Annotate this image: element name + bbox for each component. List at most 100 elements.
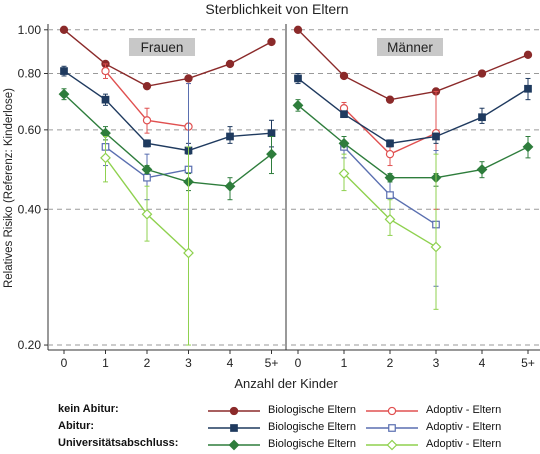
legend-row-universitaet: Universitätsabschluss: Biologische Elter… bbox=[0, 436, 540, 454]
data-point bbox=[267, 129, 276, 137]
data-point bbox=[477, 69, 487, 78]
data-point bbox=[141, 164, 153, 175]
series-uni-adopt bbox=[338, 153, 442, 310]
legend-group-label: Abitur: bbox=[58, 420, 95, 432]
series-kein-bio bbox=[59, 25, 276, 91]
legend-swatch bbox=[366, 406, 418, 416]
data-point bbox=[294, 74, 302, 83]
series-line bbox=[63, 70, 272, 152]
legend-row-abitur: Abitur: Biologische Eltern Adoptiv - Elt… bbox=[0, 419, 540, 437]
series-line bbox=[63, 29, 272, 87]
legend-item-biological: Biologische Eltern bbox=[206, 436, 376, 454]
data-point bbox=[230, 424, 238, 432]
legend-item-biological: Biologische Eltern bbox=[206, 402, 376, 420]
data-point bbox=[141, 208, 153, 220]
legend-swatch bbox=[208, 439, 260, 451]
y-tick-label: 0.60 bbox=[18, 123, 42, 137]
data-point bbox=[58, 88, 70, 100]
data-point bbox=[142, 81, 152, 91]
data-point bbox=[183, 247, 194, 259]
legend-swatch bbox=[208, 424, 260, 432]
data-point bbox=[523, 50, 533, 60]
data-point bbox=[101, 66, 110, 76]
data-point bbox=[293, 25, 303, 34]
y-axis-label: Relatives Risiko (Referenz: Kinderlose) bbox=[3, 88, 15, 288]
data-point bbox=[386, 191, 394, 199]
data-point bbox=[478, 113, 486, 122]
x-tick-label: 3 bbox=[433, 356, 440, 370]
series-line bbox=[63, 93, 272, 187]
legend-item-label: Biologische Eltern bbox=[268, 421, 357, 433]
legend-item-biological: Biologische Eltern bbox=[206, 419, 376, 437]
x-tick-label: 1 bbox=[341, 356, 348, 370]
legend-swatch bbox=[366, 424, 418, 432]
panel-label: Frauen bbox=[141, 40, 184, 55]
data-point bbox=[385, 149, 395, 159]
legend-swatch bbox=[366, 439, 418, 451]
data-point bbox=[385, 95, 395, 104]
y-tick-label: 0.80 bbox=[18, 66, 42, 80]
series-abitur-bio bbox=[294, 72, 532, 148]
data-point bbox=[432, 132, 440, 141]
data-point bbox=[228, 439, 240, 451]
data-point bbox=[224, 180, 236, 192]
series-uni-adopt bbox=[100, 135, 194, 346]
legend-group-label: Universitätsabschluss: bbox=[58, 437, 179, 449]
panel-frauen: 0 1 2 3 4 5+ Frauen bbox=[58, 25, 279, 370]
data-point bbox=[226, 132, 234, 141]
legend-swatch bbox=[208, 406, 260, 416]
legend-item-label: Adoptiv - Eltern bbox=[426, 421, 502, 433]
x-tick-label: 2 bbox=[387, 356, 394, 370]
panel-label-box bbox=[129, 38, 195, 56]
panel-label: Männer bbox=[387, 40, 433, 55]
panel-maenner: 0 1 2 3 4 5+ Männer bbox=[292, 25, 535, 370]
legend-item-label: Adoptiv - Eltern bbox=[426, 404, 502, 416]
data-point bbox=[267, 37, 276, 47]
series-kein-bio bbox=[293, 25, 533, 104]
series-line bbox=[297, 29, 529, 101]
x-tick-label: 5+ bbox=[521, 356, 535, 370]
data-point bbox=[143, 139, 151, 148]
data-point bbox=[386, 139, 394, 148]
x-tick-label: 1 bbox=[102, 356, 109, 370]
series-uni-bio bbox=[58, 88, 277, 201]
chart-title: Sterblichkeit von Eltern bbox=[205, 1, 348, 17]
x-axis-label: Anzahl der Kinder bbox=[234, 376, 338, 391]
data-point bbox=[384, 213, 396, 225]
data-point bbox=[229, 406, 239, 416]
x-tick-label: 3 bbox=[185, 356, 192, 370]
series-uni-bio bbox=[292, 99, 534, 187]
legend-item-adoptive: Adoptiv - Eltern bbox=[364, 419, 534, 437]
data-point bbox=[339, 71, 349, 81]
data-point bbox=[100, 152, 111, 164]
data-point bbox=[387, 406, 397, 416]
data-point bbox=[388, 424, 396, 432]
data-point bbox=[292, 99, 304, 111]
y-tick-label: 0.20 bbox=[18, 338, 42, 352]
y-tick-label: 0.40 bbox=[18, 202, 42, 216]
data-point bbox=[184, 74, 193, 83]
chart-plot-area: Sterblichkeit von Eltern Relatives Risik… bbox=[3, 1, 540, 391]
x-tick-label: 2 bbox=[144, 356, 151, 370]
legend-row-kein-abitur: kein Abitur: Biologische Eltern Adoptiv … bbox=[0, 402, 540, 420]
data-point bbox=[59, 25, 69, 34]
data-point bbox=[142, 116, 152, 125]
data-point bbox=[338, 168, 350, 179]
data-point bbox=[266, 148, 277, 160]
series-line bbox=[297, 77, 529, 145]
data-point bbox=[101, 95, 110, 104]
legend-item-adoptive: Adoptiv - Eltern bbox=[364, 402, 534, 420]
legend-item-label: Biologische Eltern bbox=[268, 438, 357, 450]
x-tick-label: 4 bbox=[227, 356, 234, 370]
legend-item-label: Biologische Eltern bbox=[268, 404, 357, 416]
data-point bbox=[522, 141, 534, 153]
x-tick-label: 5+ bbox=[265, 356, 279, 370]
data-point bbox=[476, 164, 488, 175]
y-tick-label: 1.00 bbox=[18, 23, 42, 37]
data-point bbox=[340, 110, 348, 119]
panel-label-box bbox=[377, 38, 443, 56]
data-point bbox=[338, 137, 350, 149]
legend-item-adoptive: Adoptiv - Eltern bbox=[364, 436, 534, 454]
series-line bbox=[297, 104, 529, 179]
x-tick-label: 0 bbox=[295, 356, 302, 370]
